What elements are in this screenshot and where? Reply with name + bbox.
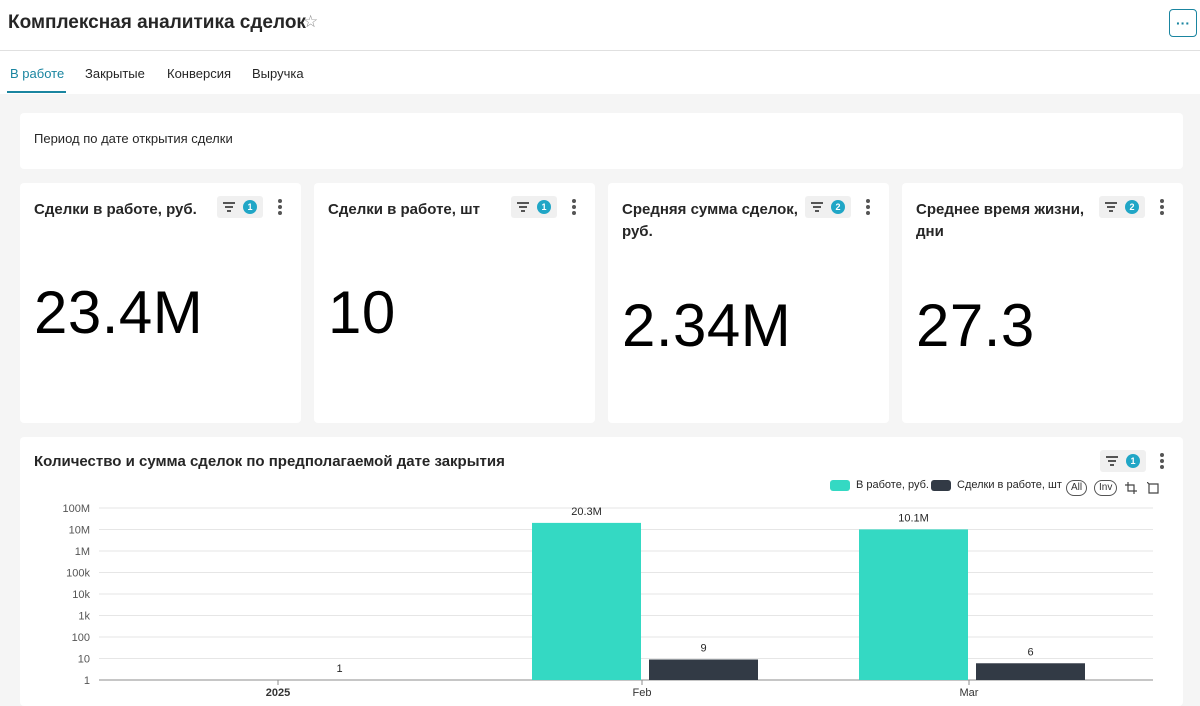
y-tick-label: 10 xyxy=(78,654,90,666)
filter-chip[interactable]: 1 xyxy=(1100,450,1146,472)
filter-count-badge: 2 xyxy=(831,200,845,214)
legend-item-rub[interactable]: В работе, руб. xyxy=(830,479,929,491)
filter-icon xyxy=(1105,202,1117,212)
kebab-menu-icon[interactable] xyxy=(1160,199,1164,215)
kpi-value: 10 xyxy=(328,279,396,346)
filter-count-badge: 1 xyxy=(243,200,257,214)
chart-title: Количество и сумма сделок по предполагае… xyxy=(34,453,505,470)
kpi-title: Средняя сумма сделок, руб. xyxy=(622,201,798,240)
dashboard-header: Комплексная аналитика сделок ☆ ··· xyxy=(0,0,1200,51)
y-tick-label: 10k xyxy=(72,589,90,601)
filter-count-badge: 1 xyxy=(537,200,551,214)
kebab-menu-icon[interactable] xyxy=(1160,453,1164,469)
legend-select-all-button[interactable]: All xyxy=(1066,480,1088,496)
legend-invert-button[interactable]: Inv xyxy=(1094,480,1118,496)
data-label: 10.1M xyxy=(898,512,929,524)
filter-icon xyxy=(811,202,823,212)
legend-swatch xyxy=(931,479,951,491)
bar-rub xyxy=(859,529,968,680)
tab-revenue[interactable]: Выручка xyxy=(252,66,304,81)
bar-count xyxy=(649,659,758,680)
y-tick-label: 100 xyxy=(72,632,90,644)
filter-chip[interactable]: 1 xyxy=(511,196,557,218)
bar-rub xyxy=(532,522,641,680)
filter-count-badge: 1 xyxy=(1126,454,1140,468)
filter-chip[interactable]: 2 xyxy=(805,196,851,218)
kpi-title: Среднее время жизни, дни xyxy=(916,201,1085,240)
kpi-value: 2.34M xyxy=(622,292,792,359)
chart-panel: Количество и сумма сделок по предполагае… xyxy=(20,437,1183,706)
kpi-title: Сделки в работе, шт xyxy=(328,201,480,218)
kpi-value: 27.3 xyxy=(916,292,1035,359)
x-tick-label: Feb xyxy=(633,687,652,699)
y-tick-label: 100M xyxy=(62,503,90,515)
filter-count-badge: 2 xyxy=(1125,200,1139,214)
tab-closed[interactable]: Закрытые xyxy=(85,66,145,81)
data-label: 9 xyxy=(700,642,706,654)
zoom-reset-icon[interactable] xyxy=(1147,482,1159,494)
x-tick-label: 2025 xyxy=(266,687,290,699)
bar-count xyxy=(976,663,1085,680)
kpi-card-deals-count: Сделки в работе, шт 1 10 xyxy=(314,183,595,423)
star-icon[interactable]: ☆ xyxy=(303,12,319,31)
bar-chart: 1 10 100 1k 10k 100k 1M 10M 100M 2025 1 Feb 20.3M 9 Ma… xyxy=(62,503,1153,699)
legend-item-count[interactable]: Сделки в работе, шт xyxy=(931,479,1062,491)
period-filter-panel[interactable]: Период по дате открытия сделки xyxy=(20,113,1183,169)
legend-label: Сделки в работе, шт xyxy=(957,479,1062,491)
filter-icon xyxy=(1106,456,1118,466)
zoom-select-icon[interactable] xyxy=(1125,482,1137,494)
filter-chip[interactable]: 1 xyxy=(217,196,263,218)
kebab-menu-icon[interactable] xyxy=(866,199,870,215)
filter-chip[interactable]: 2 xyxy=(1099,196,1145,218)
more-options-button[interactable]: ··· xyxy=(1169,9,1197,37)
data-label: 20.3M xyxy=(571,506,602,518)
legend-label: В работе, руб. xyxy=(856,479,929,491)
y-tick-label: 1k xyxy=(78,611,90,623)
filter-icon xyxy=(517,202,529,212)
kpi-title: Сделки в работе, руб. xyxy=(34,201,197,218)
active-tab-indicator xyxy=(7,91,66,93)
filter-icon xyxy=(223,202,235,212)
tab-conversion[interactable]: Конверсия xyxy=(167,66,232,81)
page-title: Комплексная аналитика сделок xyxy=(8,12,306,33)
kpi-card-avg-lifetime: Среднее время жизни, дни 2 27.3 xyxy=(902,183,1183,423)
data-label: 1 xyxy=(336,663,342,675)
kpi-card-deals-rub: Сделки в работе, руб. 1 23.4M xyxy=(20,183,301,423)
data-label: 6 xyxy=(1027,646,1033,658)
period-filter-label: Период по дате открытия сделки xyxy=(34,131,233,146)
x-tick-label: Mar xyxy=(960,687,979,699)
legend-swatch xyxy=(830,479,850,491)
y-tick-label: 10M xyxy=(69,525,90,537)
tab-in-progress[interactable]: В работе xyxy=(10,66,65,81)
y-tick-label: 1 xyxy=(84,675,90,687)
y-tick-label: 100k xyxy=(66,568,90,580)
kpi-card-avg-amount: Средняя сумма сделок, руб. 2 2.34M xyxy=(608,183,889,423)
kpi-value: 23.4M xyxy=(34,279,204,346)
tab-bar: В работе Закрытые Конверсия Выручка xyxy=(0,51,1200,94)
kebab-menu-icon[interactable] xyxy=(572,199,576,215)
kebab-menu-icon[interactable] xyxy=(278,199,282,215)
y-tick-label: 1M xyxy=(75,546,90,558)
